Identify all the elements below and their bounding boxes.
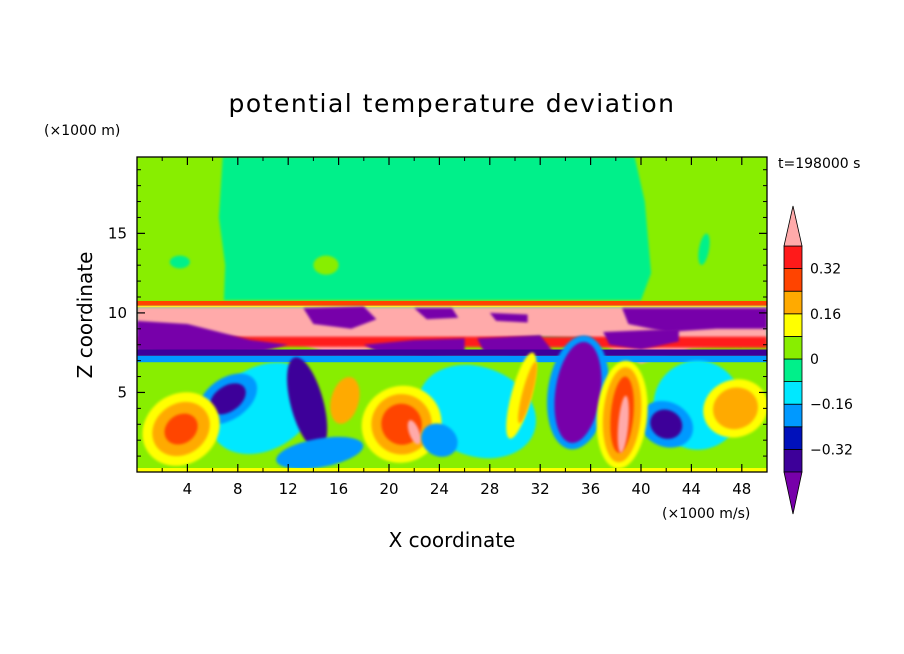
cold-patch-east xyxy=(622,308,767,332)
cold-pool-west xyxy=(137,320,289,353)
colorbar: 0.32 0.16 0 −0.16 −0.32 xyxy=(783,205,853,515)
y-tick-label: 5 xyxy=(117,383,127,401)
colorbar-tick-label: −0.16 xyxy=(810,397,853,413)
cold-plume xyxy=(650,409,683,439)
x-tick-label: 28 xyxy=(480,480,499,498)
colorbar-tick-label: 0.16 xyxy=(810,307,841,323)
colorbar-segment xyxy=(783,358,803,383)
x-tick-label: 44 xyxy=(682,480,701,498)
x-tick-label: 48 xyxy=(732,480,751,498)
y-tick-label: 10 xyxy=(108,304,127,322)
x-tick-label: 36 xyxy=(581,480,600,498)
chart-title: potential temperature deviation xyxy=(229,89,676,118)
surface-band xyxy=(137,468,767,472)
field-shapes xyxy=(137,157,767,472)
tropopause-line xyxy=(137,305,767,308)
upper-warm-patch xyxy=(698,233,710,265)
cold-plume xyxy=(287,357,328,450)
cool-ribbon xyxy=(137,355,767,363)
colorbar-segment xyxy=(783,426,803,450)
colorbar-segment xyxy=(783,403,803,428)
colorbar-segment xyxy=(783,381,803,405)
colorbar-tick-label: −0.32 xyxy=(810,442,853,458)
warm-band xyxy=(137,307,767,364)
cold-column xyxy=(554,341,602,443)
colorbar-tick-label: 0 xyxy=(810,352,819,368)
warm-plume-core xyxy=(617,395,629,453)
x-tick-label: 40 xyxy=(631,480,650,498)
plot-border xyxy=(136,156,768,473)
cold-patch-upper xyxy=(303,306,377,329)
x-tick-label: 32 xyxy=(531,480,550,498)
colorbar-segment xyxy=(783,290,803,315)
x-tick-label: 16 xyxy=(329,480,348,498)
cold-ribbon xyxy=(137,349,767,356)
colorbar-segment xyxy=(783,313,803,337)
y-unit-label: (×1000 m) xyxy=(44,123,120,139)
warm-plume xyxy=(330,377,360,424)
time-label: t=198000 s xyxy=(778,156,860,172)
colorbar-tick-label: 0.32 xyxy=(810,262,841,278)
colorbar-arrow-bottom xyxy=(783,471,803,515)
cold-trough xyxy=(603,328,679,350)
y-tick-label: 15 xyxy=(108,224,127,242)
x-tick-label: 20 xyxy=(379,480,398,498)
colorbar-segment xyxy=(783,268,803,292)
warm-plume xyxy=(713,387,758,430)
warm-plume-core xyxy=(407,420,421,445)
cool-patch xyxy=(276,436,364,469)
upper-neutral-column xyxy=(218,157,652,301)
x-tick-label: 24 xyxy=(430,480,449,498)
cold-plume xyxy=(421,423,458,457)
colorbar-segment xyxy=(783,448,803,473)
tropopause-line xyxy=(137,300,767,306)
x-tick-label: 12 xyxy=(279,480,298,498)
x-axis-label: X coordinate xyxy=(389,528,516,552)
x-unit-label: (×1000 m/s) xyxy=(662,506,750,522)
cold-patch-upper xyxy=(414,308,459,320)
x-tick-label: 8 xyxy=(233,480,243,498)
upper-warm-patch xyxy=(169,255,190,269)
cold-patch-upper xyxy=(489,312,528,323)
cold-plume xyxy=(209,383,246,415)
colorbar-segment xyxy=(783,245,803,270)
y-axis-label: Z coordinate xyxy=(73,252,97,379)
x-tick-label: 4 xyxy=(183,480,193,498)
upper-warm-patch xyxy=(313,255,339,275)
warm-plume xyxy=(164,413,198,445)
contour-field xyxy=(137,157,767,472)
warm-plume xyxy=(518,361,538,424)
colorbar-arrow-top xyxy=(783,205,803,247)
colorbar-segment xyxy=(783,335,803,360)
